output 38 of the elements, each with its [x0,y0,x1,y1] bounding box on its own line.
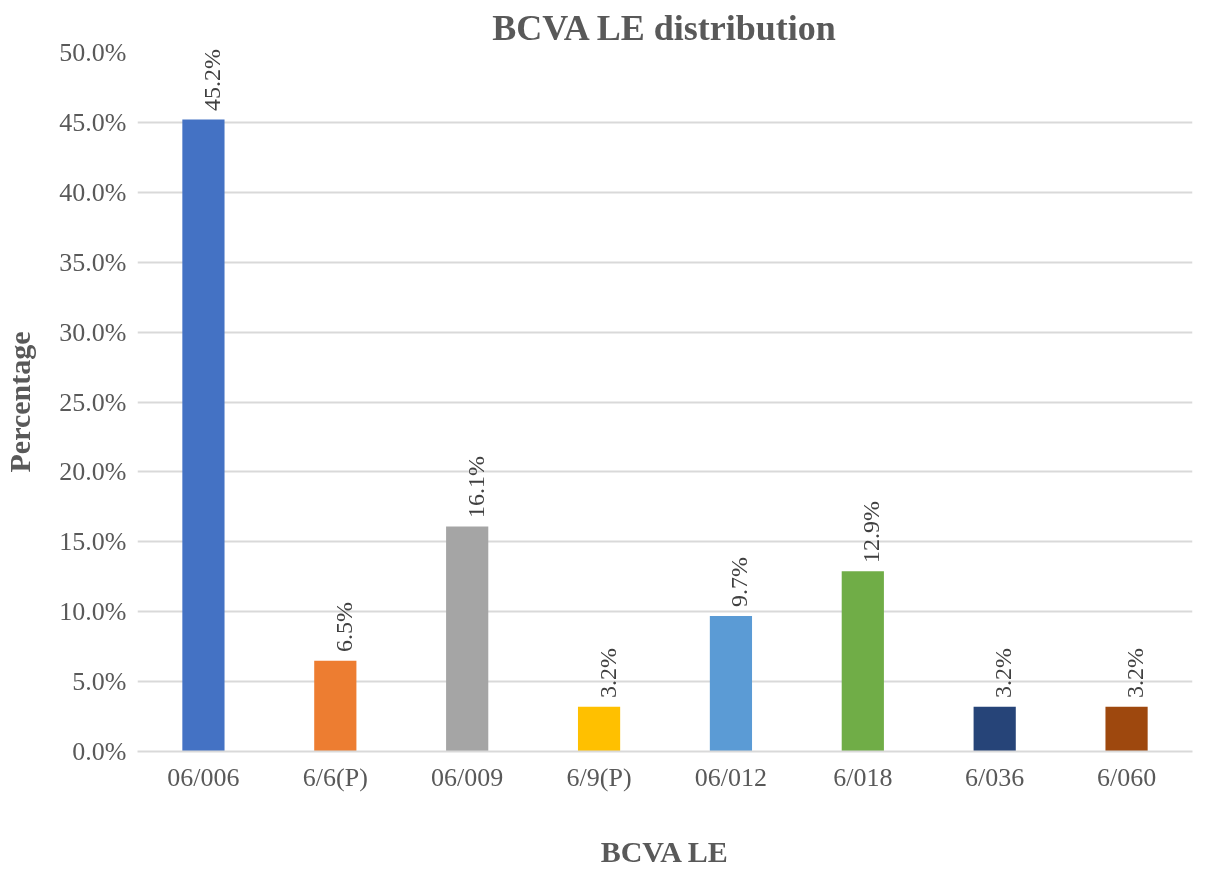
x-tick-label: 06/012 [694,762,768,792]
data-label: 45.2% [198,49,226,112]
bar [1105,706,1148,752]
x-tick-label: 06/009 [431,762,504,792]
y-tick-label: 15.0% [59,527,127,557]
data-label: 16.1% [462,455,490,518]
x-tick-label: 6/036 [965,762,1025,792]
data-label: 6.5% [330,602,358,653]
bar [709,615,753,752]
y-tick-label: 20.0% [59,457,127,487]
bar [314,660,357,752]
y-tick-label: 0.0% [72,737,127,766]
y-tick-label: 25.0% [59,387,127,417]
bar [577,706,621,752]
y-tick-label: 50.0% [59,38,127,67]
data-label: 3.2% [1121,648,1149,699]
x-tick-label: 6/060 [1096,762,1157,792]
data-label: 3.2% [989,648,1017,699]
bar [446,526,489,752]
data-label: 3.2% [594,648,622,699]
bar [841,571,884,752]
x-tick-label: 6/018 [833,762,893,792]
y-tick-label: 10.0% [59,597,127,627]
y-tick-label: 30.0% [59,317,127,347]
bar [182,119,225,752]
y-tick-label: 35.0% [59,247,127,277]
data-label: 12.9% [857,500,885,563]
y-tick-label: 45.0% [59,107,127,137]
x-tick-label: 06/006 [167,762,240,792]
data-label: 9.7% [725,557,753,608]
y-axis-title: Percentage [3,331,37,473]
x-tick-label: 6/6(P) [302,762,368,792]
bar [973,706,1016,752]
y-tick-label: 5.0% [72,667,127,697]
x-tick-label: 6/9(P) [566,762,632,792]
chart-title: BCVA LE distribution [492,7,836,48]
y-tick-label: 40.0% [59,177,127,207]
x-axis-title: BCVA LE [600,834,728,868]
